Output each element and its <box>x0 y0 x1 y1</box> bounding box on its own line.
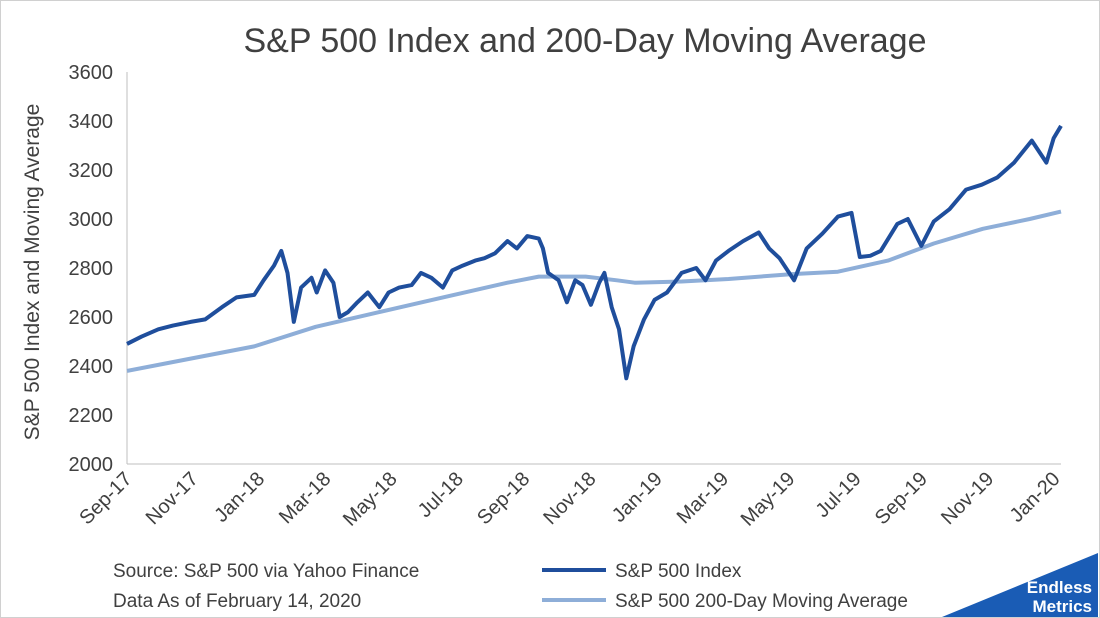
y-tick-label: 2800 <box>69 258 114 280</box>
x-tick-label: Jul-19 <box>812 468 866 522</box>
x-tick-label: Jul-18 <box>414 468 468 522</box>
y-tick-label: 3000 <box>69 209 114 231</box>
legend-label-sp500-index: S&P 500 Index <box>615 561 742 582</box>
y-tick-label: 3600 <box>69 62 114 84</box>
legend-label-moving-average: S&P 500 200-Day Moving Average <box>615 591 908 612</box>
x-tick-label: Sep-17 <box>75 468 136 529</box>
x-axis-ticks: Sep-17 Nov-17 Jan-18 Mar-18 May-18 Jul-18 Sep-… <box>75 468 1064 531</box>
x-tick-label: Jan-19 <box>608 468 667 527</box>
y-tick-label: 2200 <box>69 405 114 427</box>
y-axis-ticks: 2000 2200 2400 2600 2800 3000 3200 3400 3600 <box>69 62 114 476</box>
legend: S&P 500 Index S&P 500 200-Day Moving Ave… <box>542 561 908 612</box>
x-tick-label: Mar-19 <box>673 468 733 528</box>
x-tick-label: Nov-17 <box>142 468 203 529</box>
x-tick-label: Nov-19 <box>937 468 998 529</box>
brand-line-1: Endless <box>1027 578 1092 597</box>
series-line-moving-average <box>126 209 1062 373</box>
y-tick-label: 2000 <box>69 454 114 476</box>
y-tick-label: 2400 <box>69 356 114 378</box>
x-tick-label: May-19 <box>737 468 800 531</box>
data-date-note: Data As of February 14, 2020 <box>113 591 361 612</box>
brand-badge <box>942 553 1098 617</box>
y-axis-label: S&P 500 Index and Moving Average <box>21 104 44 441</box>
x-tick-label: Mar-18 <box>275 468 335 528</box>
chart-title: S&P 500 Index and 200-Day Moving Average <box>244 22 927 60</box>
source-note: Source: S&P 500 via Yahoo Finance <box>113 561 419 582</box>
x-tick-label: Jan-20 <box>1006 468 1065 527</box>
series-line-sp500-index <box>126 124 1063 381</box>
y-tick-label: 3400 <box>69 111 114 133</box>
y-tick-label: 2600 <box>69 307 114 329</box>
y-tick-label: 3200 <box>69 160 114 182</box>
x-tick-label: Jan-18 <box>210 468 269 527</box>
x-tick-label: Sep-18 <box>473 468 534 529</box>
x-tick-label: Nov-18 <box>539 468 600 529</box>
brand-line-2: Metrics <box>1032 597 1092 616</box>
x-tick-label: Sep-19 <box>871 468 932 529</box>
x-tick-label: May-18 <box>339 468 402 531</box>
